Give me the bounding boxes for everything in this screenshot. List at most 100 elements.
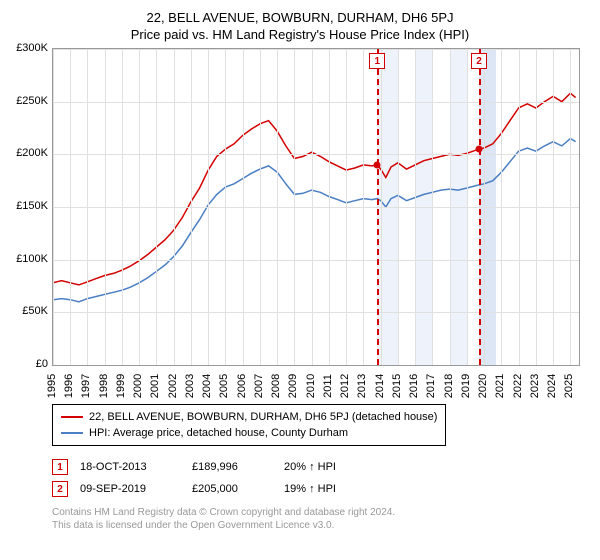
y-tick-label: £50K — [10, 305, 48, 317]
x-tick-label: 1999 — [115, 372, 127, 400]
chart-gridline-v — [87, 49, 88, 365]
legend-item: HPI: Average price, detached house, Coun… — [61, 425, 437, 441]
attribution: Contains HM Land Registry data © Crown c… — [52, 506, 588, 532]
chart-gridline-v — [346, 49, 347, 365]
x-tick-label: 2004 — [201, 372, 213, 400]
legend-line-swatch — [61, 416, 83, 418]
chart-gridline-v — [501, 49, 502, 365]
chart-event-dot — [374, 161, 381, 168]
chart-gridline-v — [415, 49, 416, 365]
x-tick-label: 1995 — [46, 372, 58, 400]
chart-event-dot — [475, 146, 482, 153]
x-tick-label: 2017 — [425, 372, 437, 400]
event-date: 09-SEP-2019 — [80, 483, 180, 495]
chart-gridline-v — [191, 49, 192, 365]
chart-plot: 12 — [52, 48, 580, 366]
x-axis-ticks: 1995199619971998199920002001200220032004… — [52, 366, 580, 394]
chart-gridline-h — [53, 312, 579, 313]
chart-title-line2: Price paid vs. HM Land Registry's House … — [12, 27, 588, 42]
event-marker-num: 2 — [52, 481, 68, 497]
x-tick-label: 2002 — [167, 372, 179, 400]
chart-gridline-v — [381, 49, 382, 365]
x-tick-label: 2012 — [339, 372, 351, 400]
x-tick-label: 2015 — [391, 372, 403, 400]
x-tick-label: 2013 — [356, 372, 368, 400]
chart-gridline-h — [53, 102, 579, 103]
x-tick-label: 2019 — [460, 372, 472, 400]
x-tick-label: 2011 — [322, 372, 334, 400]
x-tick-label: 2023 — [529, 372, 541, 400]
x-tick-label: 2024 — [546, 372, 558, 400]
x-tick-label: 2005 — [218, 372, 230, 400]
legend-item-label: HPI: Average price, detached house, Coun… — [89, 427, 348, 439]
chart-gridline-v — [570, 49, 571, 365]
event-price: £189,996 — [192, 461, 272, 473]
chart-gridline-v — [156, 49, 157, 365]
legend-item: 22, BELL AVENUE, BOWBURN, DURHAM, DH6 5P… — [61, 409, 437, 425]
chart-gridline-h — [53, 207, 579, 208]
x-tick-label: 2009 — [287, 372, 299, 400]
x-tick-label: 2006 — [236, 372, 248, 400]
event-table-row: 209-SEP-2019£205,00019% ↑ HPI — [52, 478, 588, 500]
chart-gridline-v — [260, 49, 261, 365]
event-pct: 20% ↑ HPI — [284, 461, 364, 473]
chart-gridline-v — [398, 49, 399, 365]
attribution-line2: This data is licensed under the Open Gov… — [52, 519, 588, 532]
chart-gridline-v — [139, 49, 140, 365]
legend-box: 22, BELL AVENUE, BOWBURN, DURHAM, DH6 5P… — [52, 404, 446, 446]
x-tick-label: 2000 — [132, 372, 144, 400]
chart-gridline-v — [467, 49, 468, 365]
chart-gridline-v — [53, 49, 54, 365]
y-tick-label: £200K — [10, 147, 48, 159]
y-tick-label: £100K — [10, 253, 48, 265]
chart-gridline-v — [174, 49, 175, 365]
chart-gridline-v — [329, 49, 330, 365]
event-date: 18-OCT-2013 — [80, 461, 180, 473]
x-tick-label: 2020 — [477, 372, 489, 400]
chart-gridline-v — [312, 49, 313, 365]
chart-gridline-v — [243, 49, 244, 365]
chart-gridline-v — [450, 49, 451, 365]
event-marker-num: 1 — [52, 459, 68, 475]
x-tick-label: 1997 — [80, 372, 92, 400]
x-tick-label: 1996 — [63, 372, 75, 400]
chart-area: 12 £0£50K£100K£150K£200K£250K£300K 19951… — [52, 48, 580, 394]
x-tick-label: 2021 — [494, 372, 506, 400]
chart-gridline-v — [553, 49, 554, 365]
y-tick-label: £300K — [10, 42, 48, 54]
chart-event-label: 2 — [471, 53, 487, 69]
chart-gridline-v — [363, 49, 364, 365]
chart-gridline-h — [53, 260, 579, 261]
chart-gridline-v — [122, 49, 123, 365]
chart-event-line — [377, 49, 379, 365]
chart-gridline-v — [536, 49, 537, 365]
x-tick-label: 2008 — [270, 372, 282, 400]
chart-gridline-v — [225, 49, 226, 365]
y-tick-label: £0 — [10, 358, 48, 370]
chart-event-line — [479, 49, 481, 365]
chart-gridline-v — [105, 49, 106, 365]
event-table: 1 18-OCT-2013 £189,996 20% ↑ HPI 2 09-SEP-201… — [52, 456, 588, 500]
chart-gridline-v — [432, 49, 433, 365]
chart-event-label: 1 — [369, 53, 385, 69]
legend-item-label: 22, BELL AVENUE, BOWBURN, DURHAM, DH6 5P… — [89, 411, 437, 423]
chart-series-line — [53, 93, 576, 285]
x-tick-label: 2003 — [184, 372, 196, 400]
chart-gridline-v — [484, 49, 485, 365]
chart-series-line — [53, 139, 576, 302]
event-pct: 19% ↑ HPI — [284, 483, 364, 495]
x-tick-label: 2007 — [253, 372, 265, 400]
event-table-row: 1 18-OCT-2013 £189,996 20% ↑ HPI — [52, 456, 588, 478]
x-tick-label: 2014 — [374, 372, 386, 400]
chart-gridline-v — [294, 49, 295, 365]
x-tick-label: 2018 — [443, 372, 455, 400]
x-tick-label: 1998 — [98, 372, 110, 400]
chart-title-line1: 22, BELL AVENUE, BOWBURN, DURHAM, DH6 5P… — [12, 8, 588, 25]
x-tick-label: 2016 — [408, 372, 420, 400]
x-tick-label: 2010 — [305, 372, 317, 400]
chart-gridline-v — [277, 49, 278, 365]
x-tick-label: 2025 — [563, 372, 575, 400]
chart-gridline-v — [519, 49, 520, 365]
x-tick-label: 2001 — [149, 372, 161, 400]
y-tick-label: £150K — [10, 200, 48, 212]
